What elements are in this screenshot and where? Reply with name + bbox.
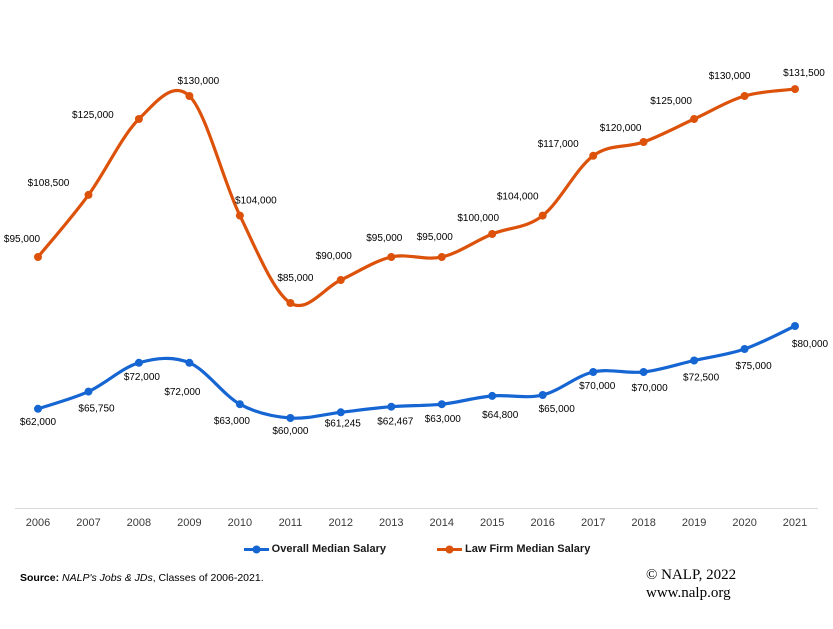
source-note: Source: NALP's Jobs & JDs, Classes of 20… bbox=[20, 572, 264, 584]
overall-median-salary-point-2020 bbox=[740, 345, 749, 353]
law-firm-median-salary-data-label-2021: $131,500 bbox=[783, 68, 825, 79]
overall-median-salary-data-label-2017: $70,000 bbox=[579, 381, 616, 392]
overall-median-salary-point-2021 bbox=[791, 322, 799, 330]
copyright-block: © NALP, 2022 www.nalp.org bbox=[646, 566, 736, 602]
source-publication: NALP's Jobs & JDs bbox=[62, 572, 153, 584]
law-firm-median-salary-data-label-2009: $130,000 bbox=[178, 76, 220, 87]
overall-median-salary-point-2006 bbox=[34, 404, 42, 413]
overall-median-salary-point-2010 bbox=[235, 400, 244, 409]
overall-median-salary-data-label-2014: $63,000 bbox=[425, 414, 462, 425]
overall-median-salary-point-2009 bbox=[185, 358, 194, 367]
overall-median-salary-point-2012 bbox=[336, 408, 345, 417]
legend-item-overall-median-salary: Overall Median Salary bbox=[243, 543, 386, 555]
x-tick-label-2018: 2018 bbox=[631, 517, 655, 529]
law-firm-series-marker-icon bbox=[437, 545, 462, 553]
overall-median-salary-data-label-2019: $72,500 bbox=[683, 373, 720, 384]
overall-median-salary-data-label-2007: $65,750 bbox=[78, 404, 115, 415]
law-firm-median-salary-data-label-2013: $95,000 bbox=[366, 233, 403, 244]
law-firm-median-salary-point-2008 bbox=[134, 115, 143, 123]
x-tick-label-2012: 2012 bbox=[329, 517, 353, 529]
x-tick-label-2009: 2009 bbox=[177, 517, 201, 529]
overall-median-salary-data-label-2020: $75,000 bbox=[736, 361, 773, 372]
law-firm-median-salary-data-label-2006: $95,000 bbox=[4, 234, 41, 245]
x-tick-label-2008: 2008 bbox=[127, 517, 151, 529]
law-firm-median-salary-point-2007 bbox=[84, 190, 93, 199]
overall-median-salary-point-2015 bbox=[488, 391, 497, 400]
law-firm-median-salary-point-2010 bbox=[235, 211, 244, 220]
law-firm-median-salary-point-2009 bbox=[185, 92, 194, 100]
overall-median-salary-data-label-2008: $72,000 bbox=[124, 372, 161, 383]
chart-plot-area: 2006 2007 2008 2009 2010 2011 2012 2013 2014 2015… bbox=[4, 68, 829, 529]
overall-median-salary-line bbox=[36, 324, 797, 420]
law-firm-median-salary-point-2014 bbox=[437, 253, 446, 261]
law-firm-median-salary-point-2016 bbox=[538, 211, 547, 220]
law-firm-median-salary-data-label-2014: $95,000 bbox=[417, 232, 454, 243]
overall-median-salary-point-2011 bbox=[286, 414, 295, 422]
law-firm-median-salary-data-label-2008: $125,000 bbox=[72, 110, 114, 121]
x-tick-label-2020: 2020 bbox=[732, 517, 756, 529]
law-firm-median-salary-data-label-2020: $130,000 bbox=[709, 71, 751, 82]
overall-median-salary-data-label-2012: $61,245 bbox=[325, 418, 362, 429]
law-firm-median-salary-point-2021 bbox=[791, 85, 799, 94]
law-firm-median-salary-data-label-2015: $100,000 bbox=[457, 213, 499, 224]
law-firm-median-salary-data-label-2016: $104,000 bbox=[497, 192, 539, 203]
law-firm-median-salary-data-label-2018: $120,000 bbox=[600, 123, 642, 134]
website-line: www.nalp.org bbox=[646, 585, 731, 601]
law-firm-median-salary-point-2012 bbox=[336, 276, 345, 284]
law-firm-median-salary-line bbox=[36, 87, 797, 307]
law-firm-median-salary-data-label-2010: $104,000 bbox=[235, 196, 277, 207]
overall-median-salary-point-2008 bbox=[134, 358, 143, 367]
law-firm-median-salary-point-2017 bbox=[589, 151, 598, 160]
x-tick-label-2016: 2016 bbox=[530, 517, 554, 529]
overall-median-salary-data-label-2009: $72,000 bbox=[164, 387, 201, 398]
x-tick-label-2011: 2011 bbox=[279, 517, 303, 529]
law-firm-median-salary-point-2013 bbox=[387, 253, 396, 261]
copyright-line: © NALP, 2022 bbox=[646, 567, 737, 583]
x-tick-label-2015: 2015 bbox=[480, 517, 504, 529]
law-firm-median-salary-point-2020 bbox=[740, 92, 749, 100]
law-firm-median-salary-point-2018 bbox=[639, 138, 648, 146]
overall-median-salary-data-label-2018: $70,000 bbox=[632, 383, 669, 394]
x-tick-label-2019: 2019 bbox=[682, 517, 706, 529]
law-firm-median-salary-data-label-2019: $125,000 bbox=[650, 96, 692, 107]
overall-median-salary-data-label-2015: $64,800 bbox=[482, 410, 519, 421]
x-tick-label-2021: 2021 bbox=[783, 517, 807, 529]
law-firm-median-salary-point-2015 bbox=[488, 230, 497, 238]
law-firm-median-salary-data-label-2017: $117,000 bbox=[538, 139, 579, 150]
law-firm-median-salary-point-2011 bbox=[286, 299, 295, 307]
x-tick-label-2006: 2006 bbox=[26, 517, 50, 529]
legend-item-law-firm-median-salary: Law Firm Median Salary bbox=[436, 543, 590, 555]
x-tick-label-2014: 2014 bbox=[430, 517, 454, 529]
law-firm-median-salary-data-label-2007: $108,500 bbox=[28, 178, 70, 189]
overall-median-salary-data-label-2013: $62,467 bbox=[377, 417, 414, 428]
overall-median-salary-point-2013 bbox=[387, 402, 396, 411]
overall-series-marker-icon bbox=[243, 545, 269, 553]
x-tick-label-2013: 2013 bbox=[379, 517, 403, 529]
source-detail: , Classes of 2006-2021. bbox=[152, 572, 264, 584]
law-firm-median-salary-data-label-2012: $90,000 bbox=[316, 251, 353, 262]
legend-label-law-firm: Law Firm Median Salary bbox=[465, 543, 591, 555]
overall-median-salary-point-2016 bbox=[538, 391, 547, 399]
overall-median-salary-point-2017 bbox=[589, 368, 598, 376]
overall-median-salary-data-label-2010: $63,000 bbox=[214, 416, 251, 427]
overall-median-salary-data-label-2006: $62,000 bbox=[20, 417, 57, 428]
overall-median-salary-data-label-2021: $80,000 bbox=[792, 339, 829, 350]
law-firm-median-salary-data-label-2011: $85,000 bbox=[277, 273, 314, 284]
law-firm-median-salary-point-2019 bbox=[690, 115, 699, 123]
overall-median-salary-point-2019 bbox=[690, 356, 699, 365]
overall-median-salary-data-label-2011: $60,000 bbox=[272, 426, 309, 437]
x-tick-label-2007: 2007 bbox=[76, 517, 100, 529]
overall-median-salary-point-2007 bbox=[84, 387, 93, 396]
source-label: Source: bbox=[20, 572, 63, 584]
overall-median-salary-point-2014 bbox=[437, 400, 446, 409]
legend-label-overall: Overall Median Salary bbox=[271, 543, 386, 555]
chart-legend: Overall Median Salary Law Firm Median Sa… bbox=[0, 539, 833, 559]
overall-median-salary-point-2018 bbox=[639, 368, 648, 376]
overall-median-salary-data-label-2016: $65,000 bbox=[539, 404, 576, 415]
law-firm-median-salary-point-2006 bbox=[34, 253, 42, 261]
x-tick-label-2017: 2017 bbox=[581, 517, 605, 529]
x-tick-label-2010: 2010 bbox=[228, 517, 252, 529]
